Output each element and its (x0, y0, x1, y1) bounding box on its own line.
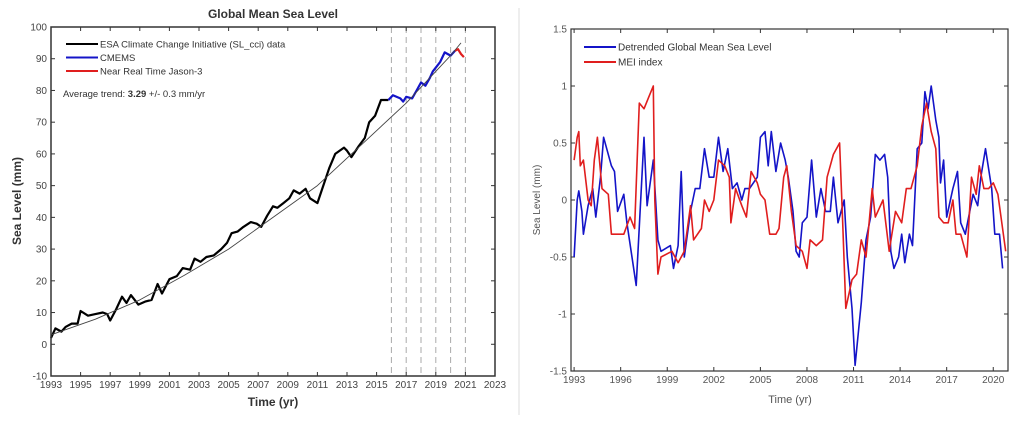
trend-annotation: Average trend: 3.29 +/- 0.3 mm/yr (63, 89, 205, 100)
x-tick-label: 2005 (749, 375, 772, 386)
y-tick-label: 0 (561, 196, 567, 207)
y-tick-label: 60 (36, 149, 48, 160)
y-tick-label: -10 (33, 372, 48, 383)
series-line-mei-index (573, 85, 1007, 310)
x-tick-label: 1999 (656, 375, 679, 386)
y-tick-label: 0 (41, 340, 47, 351)
x-tick-label: 2013 (336, 380, 359, 391)
chart-global-mean-sea-level: Global Mean Sea Level Time (yr) Sea Leve… (10, 7, 507, 409)
y-tick-label: -1.5 (550, 367, 568, 378)
legend-label: Detrended Global Mean Sea Level (618, 43, 771, 54)
series-line-near-real-time-jason-3 (454, 48, 465, 58)
x-tick-label: 2020 (982, 375, 1005, 386)
legend-label: CMEMS (100, 53, 135, 64)
plot-frame (570, 28, 1009, 372)
x-tick-label: 2007 (247, 380, 270, 391)
chart-detrended-gmsl-vs-mei: Time (yr) Sea Level (mm) 1993 1996 1999 200… (532, 25, 1009, 406)
y-tick-label: 10 (36, 308, 48, 319)
x-tick-label: 2011 (843, 375, 865, 386)
x-tick-label: 2001 (158, 380, 181, 391)
x-tick-label: 2017 (395, 380, 418, 391)
x-tick-label: 2014 (889, 375, 912, 386)
x-tick-label: 1996 (610, 375, 633, 386)
x-tick-label: 2002 (703, 375, 726, 386)
x-tick-label: 2021 (454, 380, 477, 391)
y-axis-label: Sea Level (mm) (532, 165, 543, 236)
x-tick-label: 2019 (425, 380, 448, 391)
series-line-detrended-global-mean-sea-level (573, 85, 1004, 367)
trend-line (50, 42, 462, 336)
y-tick-label: -1 (558, 310, 567, 321)
y-tick-label: 90 (36, 54, 48, 65)
x-tick-label: 1999 (129, 380, 152, 391)
y-tick-label: -0.5 (550, 253, 568, 264)
legend-label: ESA Climate Change Initiative (SL_cci) d… (100, 40, 286, 51)
x-tick-label: 2017 (936, 375, 959, 386)
x-tick-label: 1993 (563, 375, 586, 386)
x-axis-label: Time (yr) (768, 394, 812, 406)
y-tick-label: 80 (36, 86, 48, 97)
legend-label: Near Real Time Jason-3 (100, 67, 202, 78)
y-tick-label: 0.5 (553, 139, 567, 150)
x-tick-label: 2023 (484, 380, 507, 391)
x-tick-label: 2009 (277, 380, 300, 391)
x-tick-label: 2005 (217, 380, 240, 391)
series-line-cmems (387, 50, 456, 103)
trend-value: 3.29 (128, 89, 147, 100)
legend-label: MEI index (618, 58, 662, 69)
x-axis-label: Time (yr) (248, 395, 298, 409)
y-tick-label: 1 (561, 82, 567, 93)
x-tick-label: 1995 (69, 380, 92, 391)
x-tick-label: 2015 (365, 380, 388, 391)
x-tick-label: 2011 (307, 380, 329, 391)
y-tick-label: 50 (36, 181, 48, 192)
y-tick-label: 30 (36, 245, 48, 256)
x-tick-label: 1993 (40, 380, 63, 391)
y-tick-label: 70 (36, 118, 48, 129)
trend-suffix: +/- 0.3 mm/yr (146, 89, 205, 100)
series-line-esa-climate-change-initiative-sl-cci-data (50, 98, 389, 339)
x-tick-label: 2008 (796, 375, 819, 386)
plot-frame (50, 26, 496, 377)
chart-title: Global Mean Sea Level (208, 7, 338, 21)
y-tick-label: 40 (36, 213, 48, 224)
x-tick-label: 1997 (99, 380, 122, 391)
trend-prefix: Average trend: (63, 89, 128, 100)
x-tick-label: 2003 (188, 380, 211, 391)
y-tick-label: 1.5 (553, 25, 567, 36)
y-axis-label: Sea Level (mm) (10, 157, 24, 245)
y-tick-label: 100 (30, 23, 47, 34)
y-tick-label: 20 (36, 276, 48, 287)
